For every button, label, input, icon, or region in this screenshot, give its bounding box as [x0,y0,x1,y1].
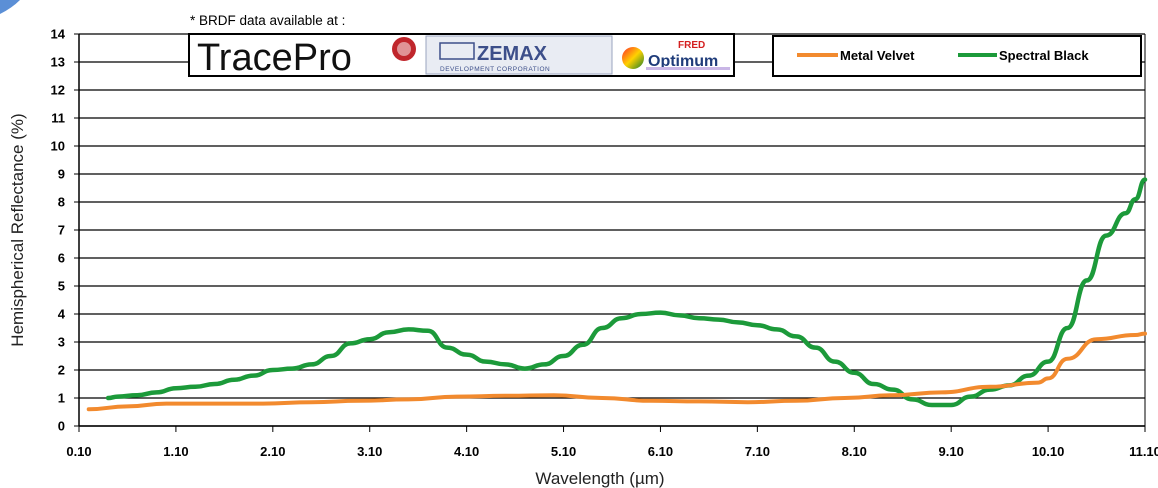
x-axis-title: Wavelength (µm) [535,469,664,488]
svg-text:Optimum: Optimum [648,53,718,70]
svg-text:ZEMAX: ZEMAX [477,43,548,65]
fred-emblem-icon [622,47,644,69]
plot-grid [78,33,1146,427]
x-tick-label: 2.10 [260,444,285,459]
svg-text:DEVELOPMENT CORPORATION: DEVELOPMENT CORPORATION [440,66,550,73]
y-tick-label: 6 [58,251,65,266]
x-tick-label: 10.10 [1032,444,1065,459]
y-tick-label: 7 [58,223,65,238]
y-tick-label: 14 [51,27,66,42]
y-tick-label: 9 [58,167,65,182]
y-axis-title: Hemispherical Reflectance (%) [8,113,27,346]
x-tick-label: 9.10 [939,444,964,459]
corner-accent-shape [0,0,20,14]
y-tick-label: 10 [51,139,65,154]
y-tick-label: 2 [58,363,65,378]
legend-label-metal-velvet: Metal Velvet [840,48,915,63]
vendor-logos: TracePro ZEMAX DEVELOPMENT CORPORATION F… [188,33,735,79]
y-tick-label: 8 [58,195,65,210]
y-tick-label: 3 [58,335,65,350]
fred-optimum-logo: FRED Optimum [617,36,732,74]
x-tick-label: 11.10 [1129,444,1158,459]
brdf-note: * BRDF data available at : [190,13,345,28]
x-tick-label: 4.10 [454,444,479,459]
x-tick-label: 0.10 [66,444,91,459]
y-tick-label: 5 [58,279,65,294]
svg-text:FRED: FRED [678,40,705,51]
y-tick-label: 12 [51,83,65,98]
x-tick-label: 8.10 [842,444,867,459]
legend-label-spectral-black: Spectral Black [999,48,1089,63]
x-tick-label: 5.10 [551,444,576,459]
y-tick-label: 4 [58,307,66,322]
zemax-logo: ZEMAX DEVELOPMENT CORPORATION [425,35,613,75]
x-tick-label: 6.10 [648,444,673,459]
chart-legend: Metal Velvet Spectral Black [772,35,1142,77]
y-tick-label: 11 [51,111,65,126]
series-line-metal-velvet [86,331,1147,412]
y-tick-label: 0 [58,419,65,434]
x-tick-label: 7.10 [745,444,770,459]
series-line-spectral-black [105,177,1148,408]
y-tick-label: 13 [51,55,65,70]
y-tick-label: 1 [58,391,65,406]
x-axis-ticks: 0.10 1.10 2.10 3.10 4.10 5.10 6.10 7.10 8.10 9.10… [66,426,1158,459]
chart-series [86,177,1148,412]
tracepro-logo: TracePro [191,36,421,79]
x-tick-label: 3.10 [357,444,382,459]
x-tick-label: 1.10 [163,444,188,459]
svg-text:TracePro: TracePro [197,37,352,79]
zemax-emblem-icon [439,42,475,60]
